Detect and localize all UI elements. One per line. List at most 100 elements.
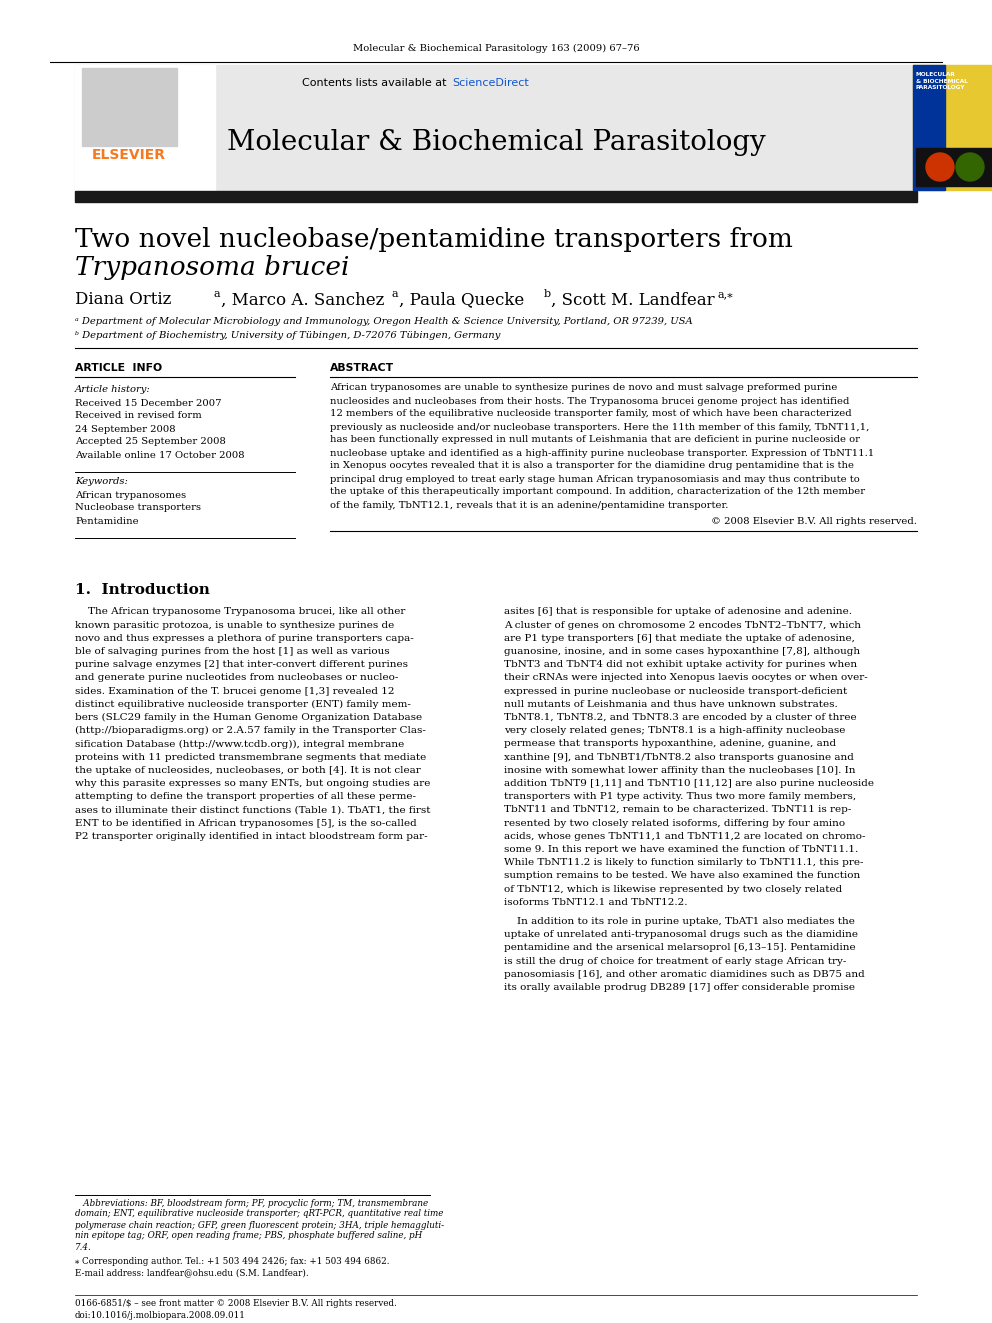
Bar bbox=[75, 65, 915, 191]
Text: transporters with P1 type activity. Thus two more family members,: transporters with P1 type activity. Thus… bbox=[504, 792, 856, 802]
Text: In addition to its role in purine uptake, TbAT1 also mediates the: In addition to its role in purine uptake… bbox=[504, 917, 855, 926]
Text: polymerase chain reaction; GFP, green fluorescent protein; 3HA, triple hemagglut: polymerase chain reaction; GFP, green fl… bbox=[75, 1221, 444, 1229]
Text: The African trypanosome Trypanosoma brucei, like all other: The African trypanosome Trypanosoma bruc… bbox=[75, 607, 406, 617]
Circle shape bbox=[926, 153, 954, 181]
Text: Nucleobase transporters: Nucleobase transporters bbox=[75, 504, 201, 512]
Text: 1.  Introduction: 1. Introduction bbox=[75, 583, 210, 597]
Text: some 9. In this report we have examined the function of TbNT11.1.: some 9. In this report we have examined … bbox=[504, 845, 858, 855]
Text: its orally available prodrug DB289 [17] offer considerable promise: its orally available prodrug DB289 [17] … bbox=[504, 983, 855, 992]
Text: (http://bioparadigms.org) or 2.A.57 family in the Transporter Clas-: (http://bioparadigms.org) or 2.A.57 fami… bbox=[75, 726, 426, 736]
Text: Diana Ortiz: Diana Ortiz bbox=[75, 291, 172, 308]
Text: MOLECULAR
& BIOCHEMICAL
PARASITOLOGY: MOLECULAR & BIOCHEMICAL PARASITOLOGY bbox=[916, 71, 968, 90]
Text: TbNT3 and TbNT4 did not exhibit uptake activity for purines when: TbNT3 and TbNT4 did not exhibit uptake a… bbox=[504, 660, 857, 669]
Text: distinct equilibrative nucleoside transporter (ENT) family mem-: distinct equilibrative nucleoside transp… bbox=[75, 700, 411, 709]
Text: nin epitope tag; ORF, open reading frame; PBS, phosphate buffered saline, pH: nin epitope tag; ORF, open reading frame… bbox=[75, 1232, 423, 1241]
Text: ABSTRACT: ABSTRACT bbox=[330, 363, 394, 373]
Text: , Scott M. Landfear: , Scott M. Landfear bbox=[551, 291, 714, 308]
Text: inosine with somewhat lower affinity than the nucleobases [10]. In: inosine with somewhat lower affinity tha… bbox=[504, 766, 855, 775]
Text: guanosine, inosine, and in some cases hypoxanthine [7,8], although: guanosine, inosine, and in some cases hy… bbox=[504, 647, 860, 656]
Text: in Xenopus oocytes revealed that it is also a transporter for the diamidine drug: in Xenopus oocytes revealed that it is a… bbox=[330, 462, 854, 471]
Text: Keywords:: Keywords: bbox=[75, 478, 128, 487]
Bar bbox=[913, 65, 992, 191]
Text: doi:10.1016/j.molbiopara.2008.09.011: doi:10.1016/j.molbiopara.2008.09.011 bbox=[75, 1311, 246, 1319]
Text: , Marco A. Sanchez: , Marco A. Sanchez bbox=[221, 291, 384, 308]
Text: proteins with 11 predicted transmembrane segments that mediate: proteins with 11 predicted transmembrane… bbox=[75, 753, 427, 762]
Text: 12 members of the equilibrative nucleoside transporter family, most of which hav: 12 members of the equilibrative nucleosi… bbox=[330, 410, 851, 418]
Text: TbNT8.1, TbNT8.2, and TbNT8.3 are encoded by a cluster of three: TbNT8.1, TbNT8.2, and TbNT8.3 are encode… bbox=[504, 713, 857, 722]
Text: why this parasite expresses so many ENTs, but ongoing studies are: why this parasite expresses so many ENTs… bbox=[75, 779, 431, 789]
Text: xanthine [9], and TbNBT1/TbNT8.2 also transports guanosine and: xanthine [9], and TbNBT1/TbNT8.2 also tr… bbox=[504, 753, 854, 762]
Text: of the family, TbNT12.1, reveals that it is an adenine/pentamidine transporter.: of the family, TbNT12.1, reveals that it… bbox=[330, 500, 728, 509]
Text: Two novel nucleobase/pentamidine transporters from: Two novel nucleobase/pentamidine transpo… bbox=[75, 228, 802, 253]
Text: their cRNAs were injected into Xenopus laevis oocytes or when over-: their cRNAs were injected into Xenopus l… bbox=[504, 673, 868, 683]
Text: Abbreviations: BF, bloodstream form; PF, procyclic form; TM, transmembrane: Abbreviations: BF, bloodstream form; PF,… bbox=[75, 1199, 429, 1208]
Text: Received 15 December 2007: Received 15 December 2007 bbox=[75, 398, 221, 407]
Text: ELSEVIER: ELSEVIER bbox=[92, 148, 166, 161]
Text: African trypanosomes: African trypanosomes bbox=[75, 491, 186, 500]
Text: ENT to be identified in African trypanosomes [5], is the so-called: ENT to be identified in African trypanos… bbox=[75, 819, 417, 828]
Text: , Paula Quecke: , Paula Quecke bbox=[399, 291, 524, 308]
Circle shape bbox=[956, 153, 984, 181]
Text: ble of salvaging purines from the host [1] as well as various: ble of salvaging purines from the host [… bbox=[75, 647, 390, 656]
Text: ᵇ Department of Biochemistry, University of Tübingen, D-72076 Tübingen, Germany: ᵇ Department of Biochemistry, University… bbox=[75, 332, 500, 340]
Text: resented by two closely related isoforms, differing by four amino: resented by two closely related isoforms… bbox=[504, 819, 845, 828]
Text: Available online 17 October 2008: Available online 17 October 2008 bbox=[75, 451, 245, 459]
Text: attempting to define the transport properties of all these perme-: attempting to define the transport prope… bbox=[75, 792, 416, 802]
Bar bbox=[913, 65, 945, 191]
Text: panosomiasis [16], and other aromatic diamidines such as DB75 and: panosomiasis [16], and other aromatic di… bbox=[504, 970, 865, 979]
Text: 24 September 2008: 24 September 2008 bbox=[75, 425, 176, 434]
Text: of TbNT12, which is likewise represented by two closely related: of TbNT12, which is likewise represented… bbox=[504, 885, 842, 894]
Text: a: a bbox=[214, 288, 220, 299]
Text: is still the drug of choice for treatment of early stage African try-: is still the drug of choice for treatmen… bbox=[504, 957, 846, 966]
Text: A cluster of genes on chromosome 2 encodes TbNT2–TbNT7, which: A cluster of genes on chromosome 2 encod… bbox=[504, 620, 861, 630]
Text: sides. Examination of the T. brucei genome [1,3] revealed 12: sides. Examination of the T. brucei geno… bbox=[75, 687, 395, 696]
Text: Molecular & Biochemical Parasitology 163 (2009) 67–76: Molecular & Biochemical Parasitology 163… bbox=[353, 44, 639, 53]
Text: ᵃ Department of Molecular Microbiology and Immunology, Oregon Health & Science U: ᵃ Department of Molecular Microbiology a… bbox=[75, 318, 692, 327]
Text: has been functionally expressed in null mutants of Leishmania that are deficient: has been functionally expressed in null … bbox=[330, 435, 860, 445]
Text: nucleosides and nucleobases from their hosts. The Trypanosoma brucei genome proj: nucleosides and nucleobases from their h… bbox=[330, 397, 849, 406]
Text: b: b bbox=[544, 288, 552, 299]
Text: P2 transporter originally identified in intact bloodstream form par-: P2 transporter originally identified in … bbox=[75, 832, 428, 841]
Text: Accepted 25 September 2008: Accepted 25 September 2008 bbox=[75, 438, 226, 446]
Text: acids, whose genes TbNT11,1 and TbNT11,2 are located on chromo-: acids, whose genes TbNT11,1 and TbNT11,2… bbox=[504, 832, 865, 841]
Bar bbox=[75, 65, 215, 191]
Text: © 2008 Elsevier B.V. All rights reserved.: © 2008 Elsevier B.V. All rights reserved… bbox=[711, 517, 917, 527]
Bar bbox=[82, 67, 177, 146]
Text: bers (SLC29 family in the Human Genome Organization Database: bers (SLC29 family in the Human Genome O… bbox=[75, 713, 423, 722]
Text: Contents lists available at: Contents lists available at bbox=[302, 78, 450, 89]
Text: sumption remains to be tested. We have also examined the function: sumption remains to be tested. We have a… bbox=[504, 872, 860, 881]
Text: pentamidine and the arsenical melarsoprol [6,13–15]. Pentamidine: pentamidine and the arsenical melarsopro… bbox=[504, 943, 856, 953]
Text: ARTICLE  INFO: ARTICLE INFO bbox=[75, 363, 162, 373]
Text: 0166-6851/$ – see front matter © 2008 Elsevier B.V. All rights reserved.: 0166-6851/$ – see front matter © 2008 El… bbox=[75, 1299, 397, 1308]
Text: Trypanosoma brucei: Trypanosoma brucei bbox=[75, 255, 349, 280]
Text: Pentamidine: Pentamidine bbox=[75, 516, 139, 525]
Text: expressed in purine nucleobase or nucleoside transport-deficient: expressed in purine nucleobase or nucleo… bbox=[504, 687, 847, 696]
Text: Molecular & Biochemical Parasitology: Molecular & Biochemical Parasitology bbox=[226, 128, 766, 156]
Text: principal drug employed to treat early stage human African trypanosomiasis and m: principal drug employed to treat early s… bbox=[330, 475, 860, 483]
Text: the uptake of this therapeutically important compound. In addition, characteriza: the uptake of this therapeutically impor… bbox=[330, 487, 865, 496]
Text: ScienceDirect: ScienceDirect bbox=[452, 78, 529, 89]
Text: are P1 type transporters [6] that mediate the uptake of adenosine,: are P1 type transporters [6] that mediat… bbox=[504, 634, 855, 643]
Text: and generate purine nucleotides from nucleobases or nucleo-: and generate purine nucleotides from nuc… bbox=[75, 673, 399, 683]
Text: domain; ENT, equilibrative nucleoside transporter; qRT-PCR, quantitative real ti: domain; ENT, equilibrative nucleoside tr… bbox=[75, 1209, 443, 1218]
Bar bbox=[75, 191, 917, 202]
Text: a,⁎: a,⁎ bbox=[718, 288, 734, 299]
Text: ases to illuminate their distinct functions (Table 1). TbAT1, the first: ases to illuminate their distinct functi… bbox=[75, 806, 431, 815]
Text: known parasitic protozoa, is unable to synthesize purines de: known parasitic protozoa, is unable to s… bbox=[75, 620, 394, 630]
Text: E-mail address: landfear@ohsu.edu (S.M. Landfear).: E-mail address: landfear@ohsu.edu (S.M. … bbox=[75, 1269, 309, 1278]
Text: While TbNT11.2 is likely to function similarly to TbNT11.1, this pre-: While TbNT11.2 is likely to function sim… bbox=[504, 859, 863, 868]
Text: uptake of unrelated anti-trypanosomal drugs such as the diamidine: uptake of unrelated anti-trypanosomal dr… bbox=[504, 930, 858, 939]
Text: Received in revised form: Received in revised form bbox=[75, 411, 201, 421]
Text: 7.4.: 7.4. bbox=[75, 1242, 91, 1252]
Text: purine salvage enzymes [2] that inter-convert different purines: purine salvage enzymes [2] that inter-co… bbox=[75, 660, 408, 669]
Text: novo and thus expresses a plethora of purine transporters capa-: novo and thus expresses a plethora of pu… bbox=[75, 634, 414, 643]
Text: very closely related genes; TbNT8.1 is a high-affinity nucleobase: very closely related genes; TbNT8.1 is a… bbox=[504, 726, 845, 736]
Bar bbox=[916, 148, 992, 187]
Text: nucleobase uptake and identified as a high-affinity purine nucleobase transporte: nucleobase uptake and identified as a hi… bbox=[330, 448, 874, 458]
Text: the uptake of nucleosides, nucleobases, or both [4]. It is not clear: the uptake of nucleosides, nucleobases, … bbox=[75, 766, 421, 775]
Text: isoforms TbNT12.1 and TbNT12.2.: isoforms TbNT12.1 and TbNT12.2. bbox=[504, 898, 687, 906]
Text: TbNT11 and TbNT12, remain to be characterized. TbNT11 is rep-: TbNT11 and TbNT12, remain to be characte… bbox=[504, 806, 851, 815]
Text: permease that transports hypoxanthine, adenine, guanine, and: permease that transports hypoxanthine, a… bbox=[504, 740, 836, 749]
Text: Article history:: Article history: bbox=[75, 385, 151, 394]
Text: addition TbNT9 [1,11] and TbNT10 [11,12] are also purine nucleoside: addition TbNT9 [1,11] and TbNT10 [11,12]… bbox=[504, 779, 874, 789]
